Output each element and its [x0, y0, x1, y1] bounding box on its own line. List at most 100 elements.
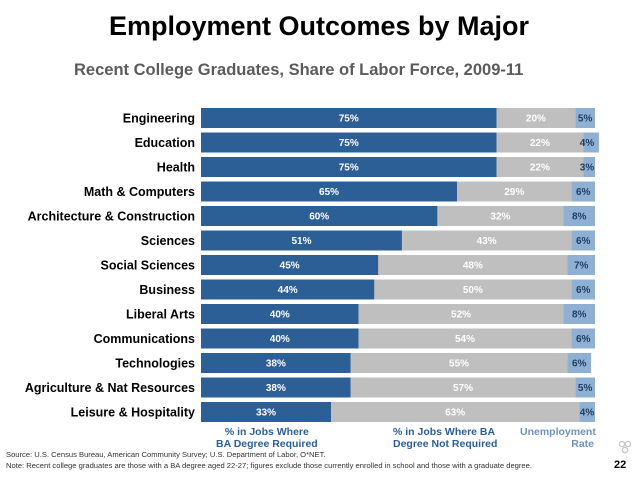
- bar-unemployment-math-computers: [571, 181, 595, 202]
- legend-ba-required-line1: % in Jobs Where: [224, 426, 309, 438]
- data-label-ba-not-required-agriculture-nat-resources: 57%: [453, 383, 473, 394]
- bar-unemployment-engineering: [575, 108, 595, 128]
- bar-ba-required-business: [201, 279, 375, 300]
- data-label-unemployment-education: 4%: [580, 138, 595, 149]
- bar-ba-required-engineering: [201, 108, 497, 128]
- data-label-ba-required-social-sciences: 45%: [280, 261, 300, 272]
- category-label-architecture-construction: Architecture & Construction: [28, 210, 195, 224]
- data-label-ba-required-leisure-hospitality: 33%: [256, 408, 276, 419]
- data-label-ba-required-math-computers: 65%: [319, 187, 339, 198]
- data-label-unemployment-engineering: 5%: [578, 114, 593, 125]
- bar-ba-not-required-math-computers: [457, 181, 572, 202]
- data-label-ba-required-agriculture-nat-resources: 38%: [266, 383, 286, 394]
- data-label-ba-not-required-technologies: 55%: [449, 359, 469, 370]
- data-label-unemployment-social-sciences: 7%: [574, 261, 589, 272]
- bar-unemployment-leisure-hospitality: [579, 402, 595, 422]
- data-label-unemployment-sciences: 6%: [576, 236, 591, 247]
- data-label-ba-required-liberal-arts: 40%: [270, 310, 290, 321]
- bar-ba-not-required-agriculture-nat-resources: [350, 377, 576, 398]
- bar-ba-required-architecture-construction: [201, 206, 438, 226]
- legend-ba-required-line2: BA Degree Required: [216, 438, 318, 450]
- data-label-ba-not-required-social-sciences: 48%: [463, 261, 483, 272]
- bar-unemployment-sciences: [571, 230, 595, 251]
- bar-ba-not-required-architecture-construction: [437, 206, 564, 226]
- legend-ba-not-required-line2: Degree Not Required: [393, 438, 498, 450]
- bar-ba-not-required-sciences: [401, 230, 572, 251]
- source-line: Source: U.S. Census Bureau, American Com…: [6, 450, 326, 459]
- bar-unemployment-technologies: [567, 353, 592, 373]
- data-label-ba-not-required-architecture-construction: 32%: [490, 212, 510, 223]
- bar-ba-required-liberal-arts: [201, 304, 359, 324]
- data-label-ba-not-required-leisure-hospitality: 63%: [445, 408, 465, 419]
- bar-ba-not-required-health: [496, 157, 584, 177]
- data-label-ba-required-technologies: 38%: [266, 359, 286, 370]
- bar-ba-not-required-business: [374, 279, 572, 300]
- chart-title: Employment Outcomes by Major: [108, 11, 530, 41]
- data-label-ba-not-required-math-computers: 29%: [504, 187, 524, 198]
- bar-ba-required-sciences: [201, 230, 402, 251]
- bar-unemployment-health: [583, 157, 595, 177]
- category-label-social-sciences: Social Sciences: [100, 259, 195, 273]
- data-label-ba-required-education: 75%: [339, 138, 359, 149]
- data-label-ba-required-sciences: 51%: [291, 236, 311, 247]
- page-number: 22: [614, 459, 627, 471]
- bar-unemployment-business: [571, 279, 595, 300]
- category-label-leisure-hospitality: Leisure & Hospitality: [71, 406, 195, 420]
- bar-ba-required-leisure-hospitality: [201, 402, 332, 422]
- bar-unemployment-agriculture-nat-resources: [575, 377, 595, 398]
- data-label-ba-required-business: 44%: [278, 285, 298, 296]
- bar-ba-not-required-education: [496, 132, 584, 153]
- bar-unemployment-education: [583, 132, 599, 153]
- bar-ba-not-required-social-sciences: [378, 255, 568, 275]
- bar-unemployment-social-sciences: [567, 255, 595, 275]
- data-label-ba-required-architecture-construction: 60%: [309, 212, 329, 223]
- legend-ba-not-required-line1: % in Jobs Where BA: [393, 426, 496, 438]
- legend-unemployment: Unemployment Rate: [520, 426, 596, 450]
- note-line: Note: Recent college graduates are those…: [6, 461, 532, 470]
- bar-ba-required-health: [201, 157, 497, 177]
- bar-ba-required-social-sciences: [201, 255, 379, 275]
- bar-unemployment-communications: [571, 328, 595, 349]
- bar-ba-required-agriculture-nat-resources: [201, 377, 351, 398]
- data-label-unemployment-leisure-hospitality: 4%: [580, 408, 595, 419]
- legend-unemployment-line2: Rate: [571, 438, 594, 450]
- legend-ba-not-required: % in Jobs Where BA Degree Not Required: [393, 426, 497, 450]
- data-label-ba-not-required-health: 22%: [530, 163, 550, 174]
- data-label-ba-required-communications: 40%: [270, 334, 290, 345]
- legend-unemployment-line1: Unemployment: [520, 426, 596, 438]
- category-label-business: Business: [139, 283, 195, 297]
- category-label-education: Education: [135, 136, 195, 150]
- category-label-agriculture-nat-resources: Agriculture & Nat Resources: [25, 381, 195, 395]
- bar-ba-required-communications: [201, 328, 359, 349]
- category-label-liberal-arts: Liberal Arts: [126, 308, 195, 322]
- category-label-math-computers: Math & Computers: [84, 185, 195, 199]
- data-label-unemployment-technologies: 6%: [572, 359, 587, 370]
- category-label-sciences: Sciences: [141, 234, 195, 248]
- bar-ba-not-required-engineering: [496, 108, 576, 128]
- bar-ba-not-required-leisure-hospitality: [331, 402, 580, 422]
- bar-ba-required-math-computers: [201, 181, 458, 202]
- chart-subtitle: Recent College Graduates, Share of Labor…: [74, 61, 524, 79]
- data-label-unemployment-liberal-arts: 8%: [572, 310, 587, 321]
- data-label-unemployment-architecture-construction: 8%: [572, 212, 587, 223]
- data-label-ba-required-engineering: 75%: [339, 114, 359, 125]
- category-label-technologies: Technologies: [115, 357, 195, 371]
- data-label-unemployment-business: 6%: [576, 285, 591, 296]
- fed-logo-icon: [618, 440, 632, 454]
- data-label-unemployment-math-computers: 6%: [576, 187, 591, 198]
- category-label-communications: Communications: [94, 332, 195, 346]
- source-note: Source: U.S. Census Bureau, American Com…: [6, 449, 532, 471]
- bar-ba-required-education: [201, 132, 497, 153]
- data-label-unemployment-agriculture-nat-resources: 5%: [578, 383, 593, 394]
- data-label-ba-not-required-engineering: 20%: [526, 114, 546, 125]
- bar-ba-required-technologies: [201, 353, 351, 373]
- bar-unemployment-liberal-arts: [563, 304, 595, 324]
- bar-unemployment-architecture-construction: [563, 206, 595, 226]
- data-label-ba-not-required-liberal-arts: 52%: [451, 310, 471, 321]
- data-label-ba-required-health: 75%: [339, 163, 359, 174]
- legend-ba-required: % in Jobs Where BA Degree Required: [216, 426, 318, 450]
- data-label-unemployment-communications: 6%: [576, 334, 591, 345]
- data-label-ba-not-required-business: 50%: [463, 285, 483, 296]
- data-label-unemployment-health: 3%: [580, 163, 595, 174]
